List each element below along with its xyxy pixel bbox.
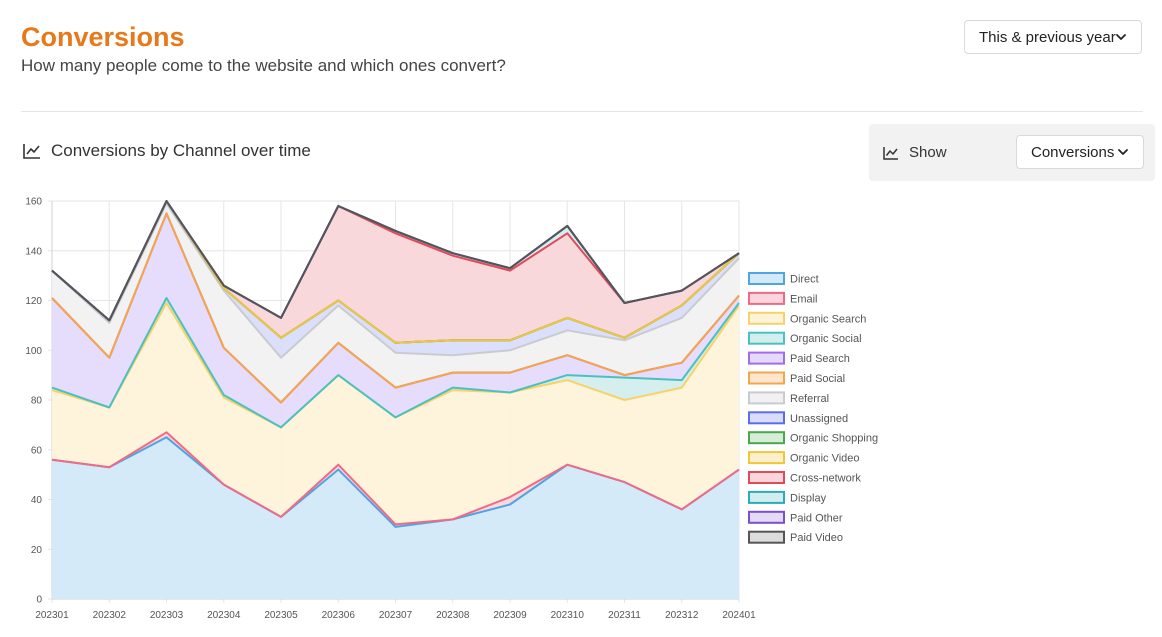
y-tick-label: 0	[36, 595, 42, 606]
legend-swatch	[748, 351, 785, 365]
x-tick-label: 202302	[93, 610, 127, 621]
x-tick-label: 202310	[551, 610, 585, 621]
legend-swatch	[748, 530, 785, 544]
line-chart-icon	[23, 144, 40, 159]
legend-label: Referral	[790, 393, 829, 405]
period-select-value: This & previous year	[979, 28, 1116, 46]
page-title: Conversions	[21, 22, 185, 52]
x-tick-label: 202307	[379, 610, 413, 621]
x-tick-label: 202312	[665, 610, 699, 621]
y-tick-label: 40	[31, 495, 43, 506]
period-select[interactable]: This & previous year	[964, 20, 1142, 54]
show-label-text: Show	[909, 144, 947, 161]
metric-select-value: Conversions	[1031, 143, 1115, 161]
area-direct	[52, 437, 739, 599]
line-paid-video	[51, 200, 740, 322]
legend-label: Email	[790, 293, 818, 305]
line-organic-social	[51, 297, 740, 429]
section-title: Conversions by Channel over time	[23, 141, 311, 161]
legend-swatch	[748, 311, 785, 325]
y-tick-label: 100	[25, 346, 42, 357]
legend-swatch	[748, 490, 785, 504]
area-organic-search	[52, 303, 739, 525]
x-tick-label: 202306	[322, 610, 356, 621]
legend-swatch	[748, 411, 785, 425]
legend-swatch	[748, 371, 785, 385]
y-tick-label: 120	[25, 296, 42, 307]
metric-select[interactable]: Conversions	[1016, 135, 1144, 169]
legend-label: Display	[790, 492, 827, 504]
area-paid-search	[52, 213, 739, 428]
line-paid-social	[51, 212, 740, 404]
legend-label: Organic Video	[790, 453, 860, 465]
chevron-down-icon	[1116, 34, 1126, 40]
x-tick-label: 202308	[436, 610, 470, 621]
legend-label: Organic Social	[790, 333, 862, 345]
page-header: Conversions How many people come to the …	[21, 20, 506, 78]
legend-swatch	[748, 331, 785, 345]
legend-swatch	[748, 471, 785, 484]
line-referral	[51, 202, 740, 359]
chevron-down-icon	[1118, 149, 1128, 155]
line-email	[51, 431, 740, 526]
legend-swatch	[748, 291, 785, 305]
x-tick-label: 202301	[35, 610, 69, 621]
legend-swatch	[748, 431, 785, 445]
page-subtitle: How many people come to the website and …	[21, 56, 506, 75]
legend-swatch	[748, 451, 785, 465]
legend-swatch	[748, 510, 785, 524]
x-tick-label: 202304	[207, 610, 241, 621]
legend-swatch	[748, 391, 785, 405]
legend-label: Paid Other	[790, 512, 843, 524]
show-label: Show	[883, 144, 947, 161]
legend-label: Unassigned	[790, 413, 848, 425]
y-tick-label: 140	[25, 246, 42, 257]
legend-label: Cross-network	[790, 473, 861, 485]
y-tick-label: 20	[31, 545, 43, 556]
y-tick-label: 80	[31, 396, 43, 407]
legend-label: Organic Shopping	[790, 433, 878, 445]
legend-label: Paid Social	[790, 373, 845, 385]
legend-label: Paid Video	[790, 532, 843, 544]
legend-label: Organic Search	[790, 313, 866, 325]
show-panel: Show Conversions	[869, 124, 1155, 181]
x-tick-label: 202305	[264, 610, 298, 621]
y-tick-label: 60	[31, 445, 43, 456]
header-divider	[21, 111, 1143, 112]
section-title-text: Conversions by Channel over time	[51, 141, 311, 160]
legend-label: Direct	[790, 274, 819, 286]
area-referral	[52, 203, 739, 403]
legend-label: Paid Search	[790, 353, 850, 365]
x-tick-label: 202303	[150, 610, 184, 621]
x-tick-label: 202309	[493, 610, 527, 621]
legend-swatch	[748, 272, 785, 285]
area-display	[52, 201, 739, 321]
line-chart-icon	[883, 146, 898, 160]
x-tick-label: 202311	[608, 610, 641, 621]
x-tick-label: 202401	[722, 610, 756, 621]
y-tick-label: 160	[25, 197, 42, 208]
area-cross-network	[52, 201, 739, 343]
